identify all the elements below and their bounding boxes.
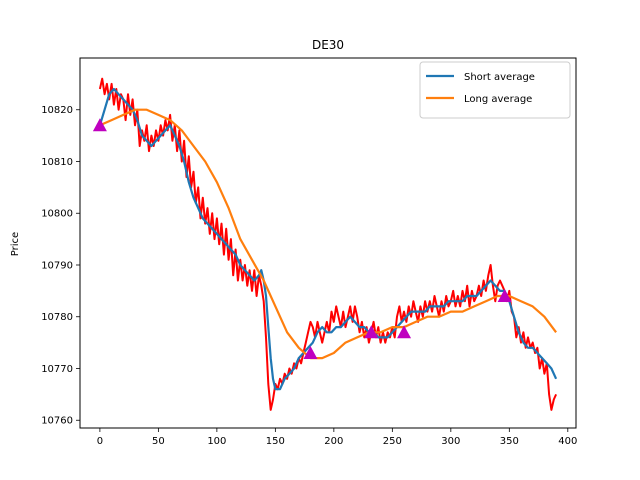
short-series-line <box>98 87 558 391</box>
y-tick-label: 10810 <box>41 157 73 168</box>
long-series-line <box>99 108 557 360</box>
y-tick-label: 10770 <box>41 364 73 375</box>
y-tick-label: 10790 <box>41 260 73 271</box>
x-tick-label: 200 <box>324 436 343 447</box>
signal-marker <box>397 325 412 339</box>
signal-marker <box>497 289 512 303</box>
y-tick-label: 10820 <box>41 105 73 116</box>
short-legend-label: Short average <box>464 72 535 83</box>
chart-title: DE30 <box>312 38 344 52</box>
signal-marker <box>364 325 379 339</box>
legend: Short average Long average <box>419 61 571 119</box>
y-tick-label: 10780 <box>41 312 73 323</box>
signal-marker <box>92 118 107 132</box>
x-tick-label: 350 <box>500 436 519 447</box>
y-tick-label: 10760 <box>41 416 73 427</box>
x-tick-label: 300 <box>441 436 460 447</box>
x-tick-label: 250 <box>383 436 402 447</box>
marker-layer <box>92 118 512 359</box>
x-tick-label: 0 <box>97 436 103 447</box>
plot-frame <box>79 57 577 429</box>
x-axis: 0 50 100 150 200 250 300 350 400 <box>97 428 577 447</box>
y-axis-label: Price <box>10 232 21 256</box>
signal-marker <box>303 345 318 359</box>
y-tick-label: 10800 <box>41 209 73 220</box>
y-axis: 10760 10770 10780 10790 10800 10810 10820 <box>41 105 80 427</box>
x-tick-label: 50 <box>152 436 165 447</box>
x-tick-label: 150 <box>266 436 285 447</box>
x-tick-label: 100 <box>207 436 226 447</box>
series-layer <box>98 77 558 411</box>
long-legend-label: Long average <box>464 94 532 105</box>
legend-box <box>419 61 571 119</box>
x-tick-label: 400 <box>558 436 577 447</box>
